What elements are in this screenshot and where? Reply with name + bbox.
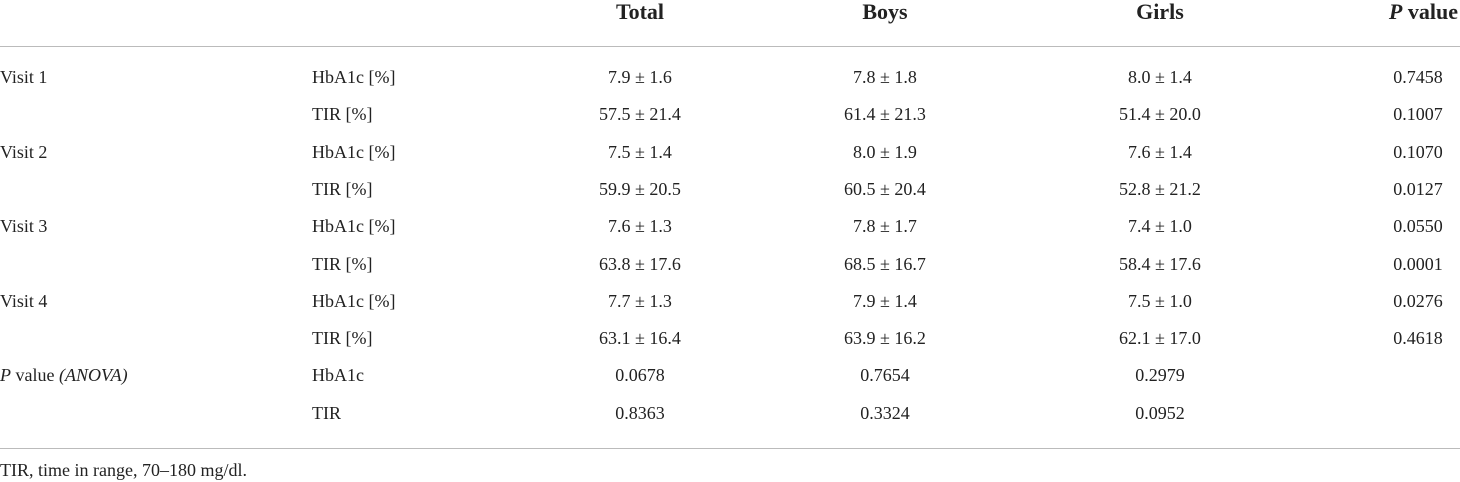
cell-value: 60.5 ± 20.4 bbox=[844, 178, 926, 199]
row-label: Visit 4 bbox=[0, 289, 47, 313]
cell-value: 0.7654 bbox=[860, 365, 910, 386]
cell-value: 7.8 ± 1.8 bbox=[853, 67, 917, 87]
row-label: Visit 2 bbox=[0, 140, 47, 164]
cell-value: 8.0 ± 1.9 bbox=[853, 141, 917, 162]
cell-value: 62.1 ± 17.0 bbox=[1119, 328, 1201, 349]
column-header: Girls bbox=[1136, 0, 1184, 24]
cell-value: 7.9 ± 1.4 bbox=[853, 290, 917, 311]
row-label-text: Visit 1 bbox=[0, 67, 48, 87]
cell-value: 0.0276 bbox=[1393, 290, 1443, 311]
cell-value: 58.4 ± 17.6 bbox=[1119, 253, 1201, 274]
measure: TIR [%] bbox=[312, 328, 373, 349]
measure: TIR [%] bbox=[312, 104, 373, 125]
cell-value: 0.0127 bbox=[1393, 178, 1443, 199]
cell-value: 0.3324 bbox=[860, 402, 910, 423]
cell-value: 7.4 ± 1.0 bbox=[1128, 216, 1192, 237]
cell-value: 0.0952 bbox=[1135, 402, 1185, 423]
cell-value: 7.8 ± 1.7 bbox=[853, 216, 917, 237]
cell-value: 0.0001 bbox=[1393, 253, 1443, 274]
row-label-text: Visit 4 bbox=[0, 290, 48, 311]
measure: HbA1c [%] bbox=[312, 141, 396, 162]
measure: HbA1c [%] bbox=[312, 67, 396, 87]
cell-value: 63.8 ± 17.6 bbox=[599, 253, 681, 274]
row-label-note: (ANOVA) bbox=[58, 365, 128, 386]
footer-rule bbox=[0, 448, 1460, 449]
cell-value: 0.0678 bbox=[615, 365, 665, 386]
measure: HbA1c [%] bbox=[312, 290, 396, 311]
row-label-text: Visit 2 bbox=[0, 141, 48, 162]
row-label: P value (ANOVA) bbox=[0, 363, 128, 387]
cell-value: 7.6 ± 1.4 bbox=[1128, 141, 1192, 162]
cell-value: 0.1007 bbox=[1393, 104, 1443, 125]
cell-value: 7.9 ± 1.6 bbox=[608, 67, 672, 87]
cell-value: 68.5 ± 16.7 bbox=[844, 253, 926, 274]
cell-value: 0.0550 bbox=[1393, 216, 1443, 237]
cell-value: 7.5 ± 1.0 bbox=[1128, 290, 1192, 311]
cell-value: 61.4 ± 21.3 bbox=[844, 104, 926, 125]
measure: TIR [%] bbox=[312, 253, 373, 274]
row-label-text: Visit 3 bbox=[0, 216, 48, 237]
measure: HbA1c [%] bbox=[312, 216, 396, 237]
cell-value: 0.8363 bbox=[615, 402, 665, 423]
cell-value: 0.4618 bbox=[1393, 328, 1443, 349]
cell-value: 7.7 ± 1.3 bbox=[608, 290, 672, 311]
cell-value: 63.9 ± 16.2 bbox=[844, 328, 926, 349]
column-header: P value bbox=[1389, 0, 1458, 24]
cell-value: 7.6 ± 1.3 bbox=[608, 216, 672, 237]
cell-value: 59.9 ± 20.5 bbox=[599, 178, 681, 199]
measure: TIR bbox=[312, 402, 341, 423]
cell-value: 51.4 ± 20.0 bbox=[1119, 104, 1201, 125]
cell-value: 63.1 ± 16.4 bbox=[599, 328, 681, 349]
row-label-text: value bbox=[15, 365, 55, 386]
column-header: Boys bbox=[862, 0, 908, 24]
cell-value: 7.5 ± 1.4 bbox=[608, 141, 672, 162]
row-label: Visit 1 bbox=[0, 65, 47, 89]
header-rule bbox=[0, 46, 1460, 47]
measure: HbA1c bbox=[312, 365, 364, 386]
cell-value: 0.1070 bbox=[1393, 141, 1443, 162]
measure: TIR [%] bbox=[312, 178, 373, 199]
cell-value: 0.7458 bbox=[1393, 67, 1443, 87]
cell-value: 0.2979 bbox=[1135, 365, 1185, 386]
footnote: TIR, time in range, 70–180 mg/dl. bbox=[0, 460, 247, 480]
column-header: Total bbox=[615, 0, 665, 24]
cell-value: 57.5 ± 21.4 bbox=[599, 104, 681, 125]
row-label: Visit 3 bbox=[0, 214, 47, 238]
row-label-italic: P bbox=[0, 365, 11, 386]
column-header-text: value bbox=[1407, 0, 1458, 24]
cell-value: 52.8 ± 21.2 bbox=[1119, 178, 1201, 199]
column-header-italic: P bbox=[1388, 0, 1403, 24]
cell-value: 8.0 ± 1.4 bbox=[1128, 67, 1192, 87]
